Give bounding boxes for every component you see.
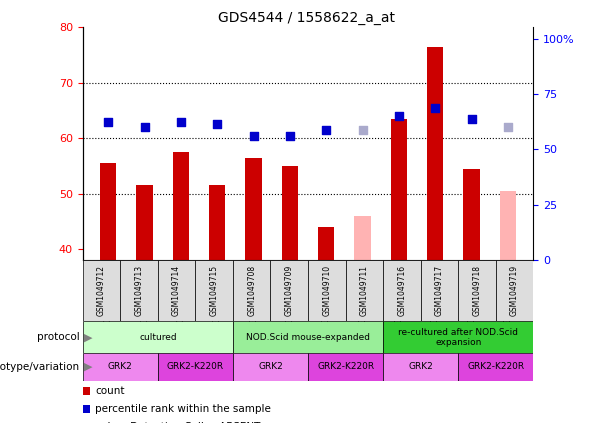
Point: [394, 113, 404, 120]
Text: ▶: ▶: [84, 332, 93, 342]
FancyBboxPatch shape: [83, 353, 158, 381]
Point: [285, 132, 295, 139]
Bar: [427, 47, 443, 260]
Point: [212, 121, 222, 128]
FancyBboxPatch shape: [233, 321, 383, 353]
Point: [430, 104, 440, 111]
Bar: [100, 163, 116, 260]
Text: NOD.Scid mouse-expanded: NOD.Scid mouse-expanded: [246, 333, 370, 342]
Text: value, Detection Call = ABSENT: value, Detection Call = ABSENT: [95, 422, 261, 423]
Text: GSM1049716: GSM1049716: [397, 265, 406, 316]
Text: GSM1049715: GSM1049715: [210, 265, 219, 316]
Bar: [282, 166, 298, 260]
FancyBboxPatch shape: [233, 260, 270, 321]
Point: [357, 126, 367, 133]
Text: GSM1049709: GSM1049709: [285, 265, 294, 316]
Text: GSM1049708: GSM1049708: [247, 265, 256, 316]
Bar: [500, 191, 516, 260]
FancyBboxPatch shape: [83, 260, 120, 321]
FancyBboxPatch shape: [158, 353, 233, 381]
FancyBboxPatch shape: [346, 260, 383, 321]
Bar: [463, 169, 480, 260]
Text: percentile rank within the sample: percentile rank within the sample: [95, 404, 271, 414]
Text: GDS4544 / 1558622_a_at: GDS4544 / 1558622_a_at: [218, 11, 395, 25]
Text: GRK2: GRK2: [108, 363, 132, 371]
Text: cultured: cultured: [139, 333, 177, 342]
FancyBboxPatch shape: [496, 260, 533, 321]
Bar: [136, 185, 153, 260]
FancyBboxPatch shape: [83, 321, 233, 353]
Bar: [390, 119, 407, 260]
FancyBboxPatch shape: [308, 260, 346, 321]
FancyBboxPatch shape: [458, 353, 533, 381]
Text: re-cultured after NOD.Scid
expansion: re-cultured after NOD.Scid expansion: [398, 328, 518, 347]
FancyBboxPatch shape: [196, 260, 233, 321]
FancyBboxPatch shape: [270, 260, 308, 321]
Text: GRK2: GRK2: [408, 363, 433, 371]
Bar: [173, 152, 189, 260]
Text: GSM1049713: GSM1049713: [135, 265, 143, 316]
FancyBboxPatch shape: [383, 260, 421, 321]
Point: [103, 118, 113, 125]
Point: [466, 115, 476, 122]
FancyBboxPatch shape: [383, 321, 533, 353]
Text: GSM1049714: GSM1049714: [172, 265, 181, 316]
FancyBboxPatch shape: [458, 260, 496, 321]
Text: ▶: ▶: [84, 362, 93, 372]
Text: GSM1049719: GSM1049719: [510, 265, 519, 316]
Bar: [245, 158, 262, 260]
Point: [249, 132, 259, 139]
Point: [503, 124, 513, 131]
FancyBboxPatch shape: [383, 353, 458, 381]
Text: GRK2-K220R: GRK2-K220R: [167, 363, 224, 371]
Text: GRK2: GRK2: [258, 363, 283, 371]
FancyBboxPatch shape: [421, 260, 458, 321]
Bar: [354, 216, 371, 260]
Text: GSM1049712: GSM1049712: [97, 265, 106, 316]
FancyBboxPatch shape: [308, 353, 383, 381]
Bar: [209, 185, 226, 260]
Text: GRK2-K220R: GRK2-K220R: [317, 363, 374, 371]
Text: GSM1049710: GSM1049710: [322, 265, 331, 316]
FancyBboxPatch shape: [120, 260, 158, 321]
Text: GSM1049718: GSM1049718: [473, 265, 481, 316]
FancyBboxPatch shape: [233, 353, 308, 381]
Point: [176, 118, 186, 125]
Text: genotype/variation: genotype/variation: [0, 362, 80, 372]
Text: count: count: [95, 386, 124, 396]
Text: GSM1049717: GSM1049717: [435, 265, 444, 316]
Point: [321, 126, 331, 133]
Text: GSM1049711: GSM1049711: [360, 265, 369, 316]
Point: [140, 124, 150, 131]
FancyBboxPatch shape: [158, 260, 196, 321]
Text: GRK2-K220R: GRK2-K220R: [467, 363, 524, 371]
Text: protocol: protocol: [37, 332, 80, 342]
Bar: [318, 227, 334, 260]
